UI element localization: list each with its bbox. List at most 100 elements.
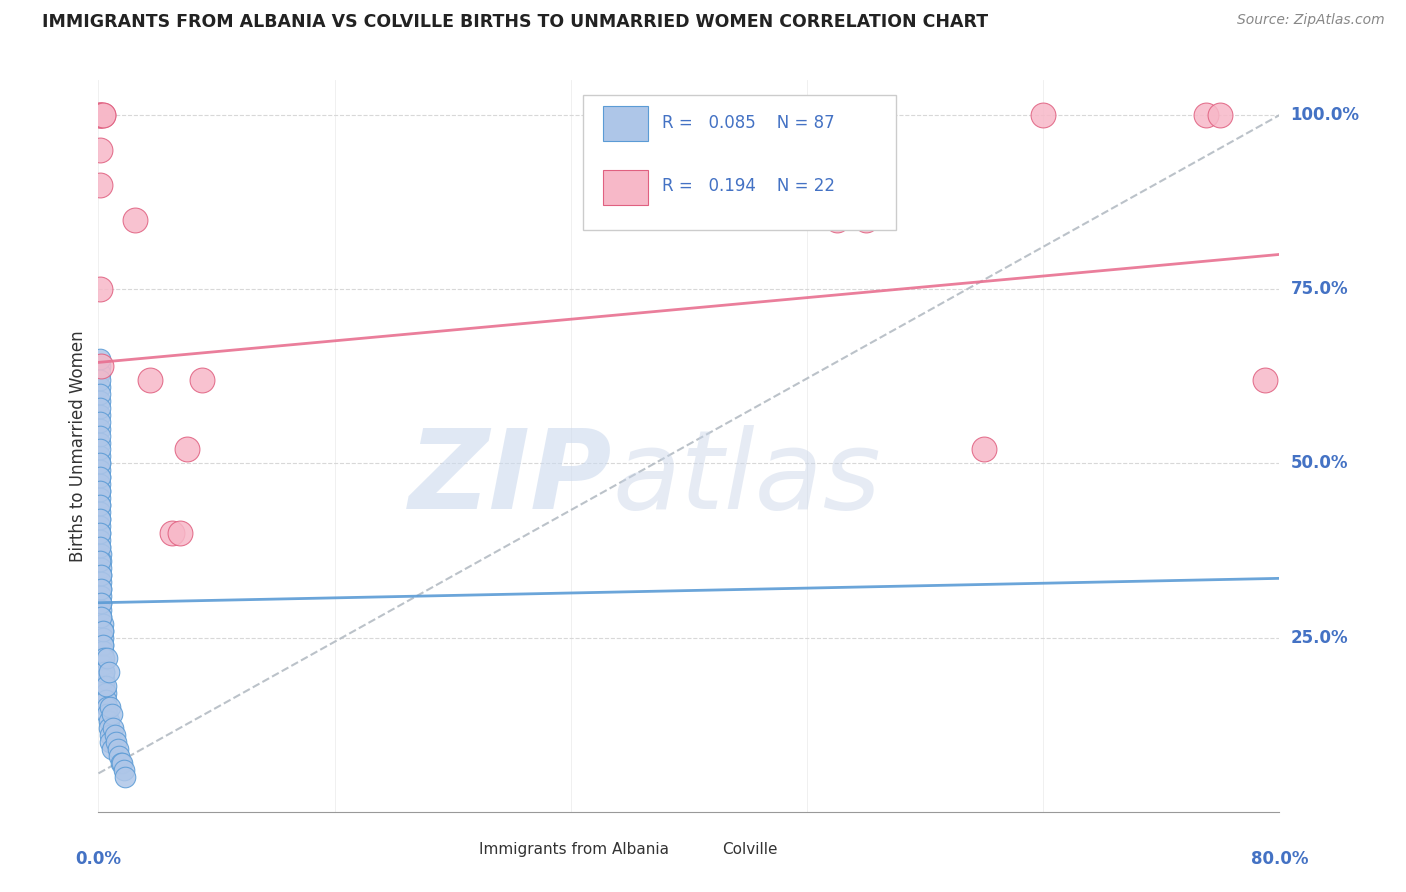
Point: [89, 512, 111, 526]
Point: [91, 651, 114, 665]
Point: [89, 380, 111, 394]
Point: [94, 693, 117, 707]
Point: [89, 470, 111, 484]
Point: [89, 498, 111, 512]
Point: [91, 624, 114, 638]
Point: [89, 351, 111, 366]
Point: [89, 435, 111, 450]
Point: [90, 589, 112, 603]
Point: [89, 526, 111, 541]
Point: [89, 484, 111, 499]
Point: [91, 108, 114, 122]
Point: [91, 616, 114, 631]
Point: [91, 658, 114, 673]
Point: [89, 108, 111, 122]
Point: [91, 631, 114, 645]
Point: [89, 428, 111, 442]
Bar: [434, 834, 471, 864]
Point: [100, 707, 122, 722]
Point: [114, 770, 136, 784]
Point: [1254, 373, 1277, 387]
Point: [89, 463, 111, 477]
Point: [90, 603, 112, 617]
Point: [90, 582, 112, 596]
Point: [91, 638, 114, 652]
Point: [91, 638, 114, 652]
Point: [89, 533, 111, 547]
Text: 100.0%: 100.0%: [1291, 106, 1360, 124]
Point: [89, 484, 111, 499]
Point: [98, 735, 121, 749]
Point: [96, 700, 118, 714]
Point: [90, 596, 112, 610]
FancyBboxPatch shape: [582, 95, 896, 230]
Text: IMMIGRANTS FROM ALBANIA VS COLVILLE BIRTHS TO UNMARRIED WOMEN CORRELATION CHART: IMMIGRANTS FROM ALBANIA VS COLVILLE BIRT…: [42, 13, 988, 31]
Point: [93, 673, 115, 687]
Text: Immigrants from Albania: Immigrants from Albania: [478, 841, 669, 856]
Point: [90, 547, 112, 561]
Text: Source: ZipAtlas.com: Source: ZipAtlas.com: [1237, 13, 1385, 28]
Point: [93, 651, 115, 665]
Point: [825, 212, 848, 227]
Text: R =   0.194    N = 22: R = 0.194 N = 22: [662, 178, 835, 195]
Bar: [678, 834, 713, 864]
Point: [89, 401, 111, 415]
Y-axis label: Births to Unmarried Women: Births to Unmarried Women: [69, 330, 87, 562]
Point: [104, 728, 127, 742]
Point: [89, 498, 111, 512]
Point: [1032, 108, 1054, 122]
Bar: [603, 169, 648, 204]
Point: [89, 178, 111, 192]
Point: [98, 728, 121, 742]
Point: [162, 526, 183, 541]
Point: [89, 415, 111, 429]
Point: [855, 212, 877, 227]
Point: [96, 707, 118, 722]
Point: [98, 700, 121, 714]
Point: [111, 756, 134, 770]
Point: [90, 609, 112, 624]
Point: [112, 763, 135, 777]
Point: [90, 359, 112, 373]
Text: 75.0%: 75.0%: [1291, 280, 1348, 298]
Text: atlas: atlas: [612, 425, 880, 533]
Point: [103, 721, 125, 735]
Point: [89, 491, 111, 506]
Point: [93, 679, 115, 693]
Point: [110, 756, 132, 770]
Point: [91, 644, 114, 658]
Point: [89, 450, 111, 464]
Point: [107, 742, 129, 756]
Point: [97, 721, 120, 735]
Point: [89, 554, 111, 568]
Point: [89, 282, 111, 296]
Bar: [603, 106, 648, 141]
Point: [93, 665, 115, 680]
Point: [176, 442, 198, 457]
Point: [89, 408, 111, 422]
Point: [89, 470, 111, 484]
Point: [89, 108, 111, 122]
Point: [89, 512, 111, 526]
Point: [89, 373, 111, 387]
Point: [108, 749, 131, 764]
Text: 25.0%: 25.0%: [1291, 629, 1348, 647]
Point: [89, 393, 111, 408]
Point: [90, 596, 112, 610]
Text: ZIP: ZIP: [409, 425, 612, 533]
Point: [90, 609, 112, 624]
Point: [89, 366, 111, 380]
Point: [105, 735, 128, 749]
Point: [1195, 108, 1218, 122]
Point: [90, 574, 112, 589]
Point: [93, 665, 115, 680]
Point: [89, 477, 111, 491]
Point: [89, 359, 111, 373]
Text: 0.0%: 0.0%: [76, 850, 121, 868]
Point: [191, 373, 214, 387]
Point: [100, 742, 122, 756]
Point: [89, 457, 111, 471]
Point: [90, 554, 112, 568]
Point: [91, 624, 114, 638]
Point: [90, 567, 112, 582]
